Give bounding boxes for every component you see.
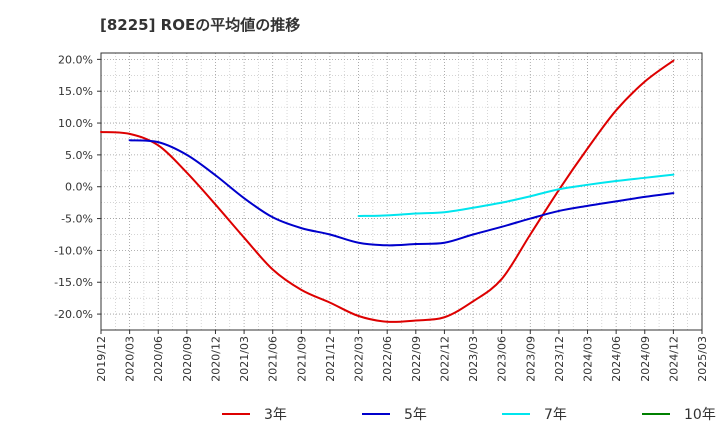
x-tick-label: 2021/06 (267, 336, 280, 382)
y-tick-label: 10.0% (58, 117, 93, 130)
x-tick-label: 2024/09 (639, 336, 652, 382)
x-tick-label: 2019/12 (95, 336, 108, 382)
x-tick-label: 2020/12 (209, 336, 222, 382)
y-tick-label: 15.0% (58, 85, 93, 98)
x-tick-label: 2024/06 (610, 336, 623, 382)
x-tick-label: 2024/12 (667, 336, 680, 382)
y-tick-label: -10.0% (54, 244, 93, 257)
x-tick-label: 2023/06 (496, 336, 509, 382)
y-tick-label: 5.0% (65, 149, 93, 162)
plot-frame (100, 52, 703, 331)
x-tick-label: 2023/12 (553, 336, 566, 382)
legend-label: 10年 (684, 407, 716, 423)
x-tick-label: 2022/12 (438, 336, 451, 382)
x-tick-label: 2023/09 (524, 336, 537, 382)
x-tick-label: 2023/03 (467, 336, 480, 382)
x-tick-label: 2021/12 (324, 336, 337, 382)
y-tick-label: 20.0% (58, 53, 93, 66)
y-tick-label: -5.0% (61, 213, 93, 226)
x-tick-label: 2020/03 (124, 336, 137, 382)
x-tick-label: 2021/09 (295, 336, 308, 382)
x-tick-label: 2020/06 (152, 336, 165, 382)
x-tick-label: 2025/03 (696, 336, 709, 382)
x-tick-label: 2022/09 (410, 336, 423, 382)
y-tick-label: 0.0% (65, 181, 93, 194)
x-tick-label: 2020/09 (181, 336, 194, 382)
legend-label: 5年 (404, 407, 427, 423)
y-tick-label: -20.0% (54, 308, 93, 321)
x-tick-label: 2022/03 (353, 336, 366, 382)
series-line-7年 (357, 173, 675, 218)
x-tick-label: 2022/06 (381, 336, 394, 382)
chart-title: [8225] ROEの平均値の推移 (100, 16, 301, 34)
legend-label: 3年 (264, 407, 287, 423)
series-line-5年 (128, 139, 675, 247)
legend-label: 7年 (544, 407, 567, 423)
x-tick-label: 2024/03 (582, 336, 595, 382)
x-tick-label: 2021/03 (238, 336, 251, 382)
y-tick-label: -15.0% (54, 276, 93, 289)
series-line-3年 (100, 59, 675, 323)
